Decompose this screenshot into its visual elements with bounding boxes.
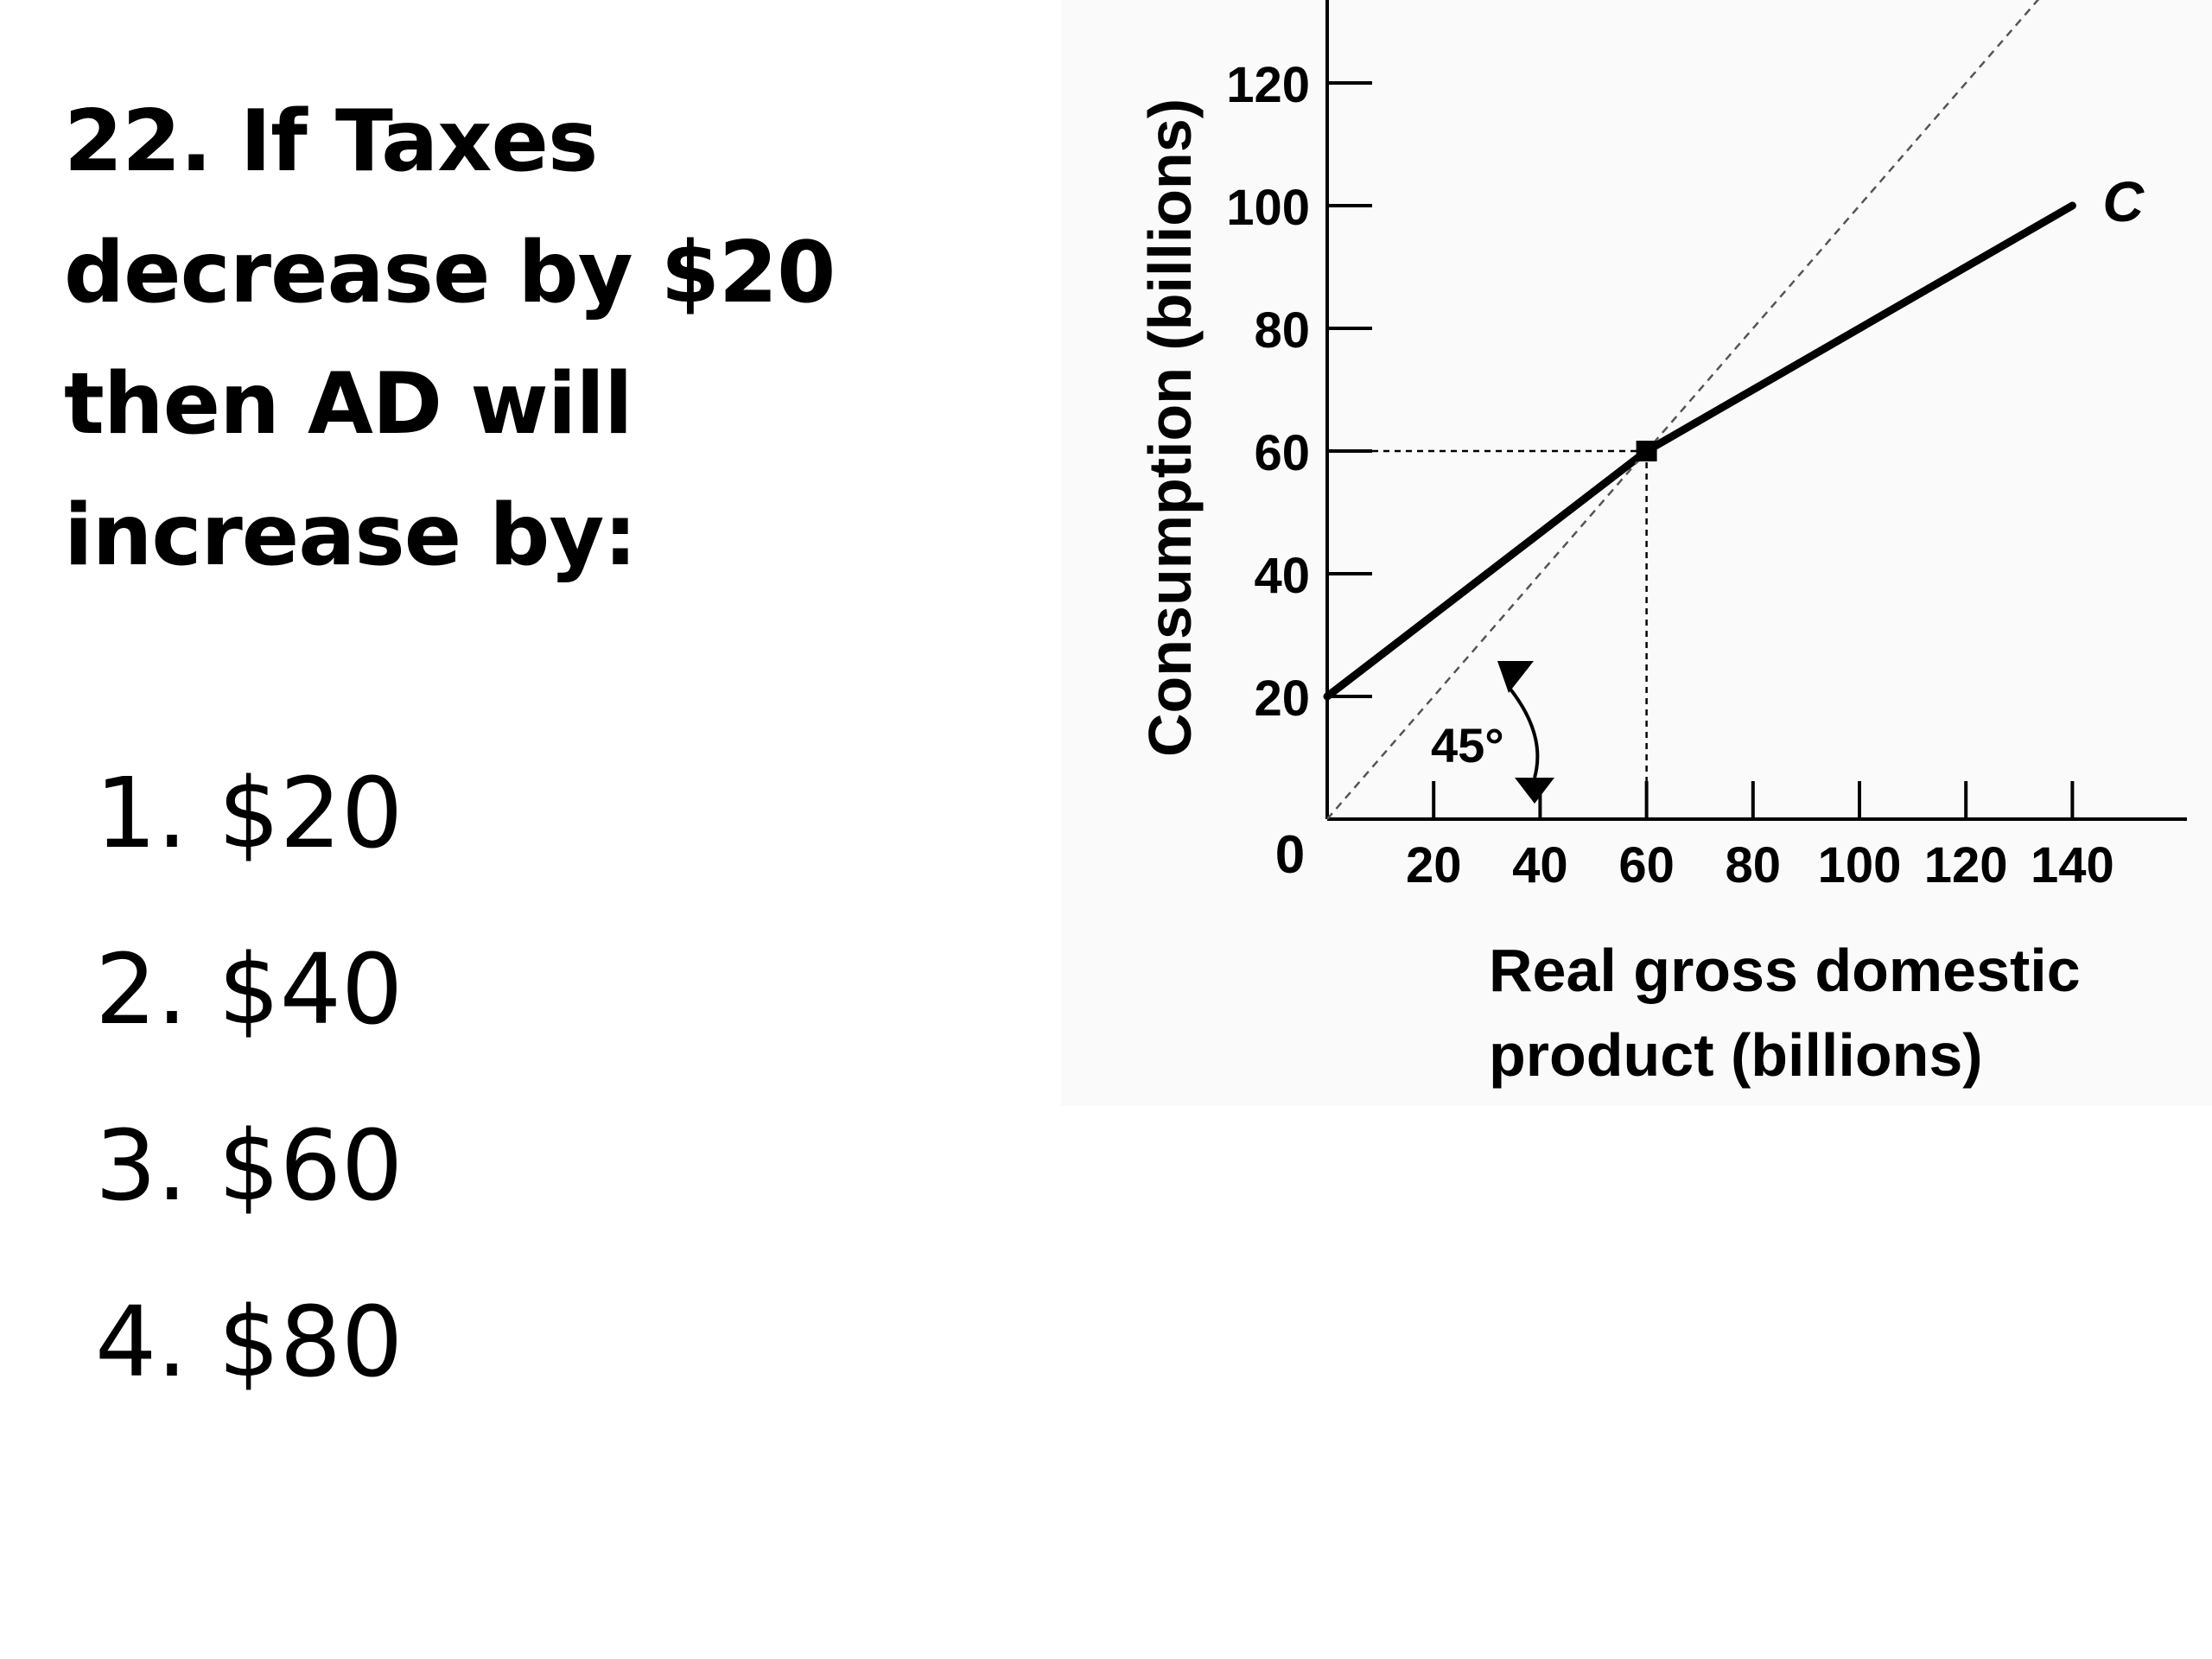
x-axis-label-line-1: Real gross domestic: [1489, 937, 2081, 1004]
question-line: then AD will: [64, 355, 633, 454]
question-text: 22. If Taxes decrease by $20 then AD wil…: [64, 76, 1014, 601]
y-tick-label: 40: [1254, 548, 1310, 604]
option-number: 2.: [95, 934, 188, 1046]
answer-option-2[interactable]: 2. $40: [95, 902, 403, 1078]
answer-options: 1. $20 2. $40 3. $60 4. $80: [95, 726, 403, 1431]
y-tick-label: 60: [1254, 425, 1310, 481]
option-value: $60: [218, 1110, 404, 1223]
y-tick-label: 120: [1226, 57, 1310, 113]
option-value: $20: [218, 758, 404, 870]
angle-arc: [1507, 685, 1540, 779]
y-tick-label: 80: [1254, 302, 1310, 359]
option-number: 4.: [95, 1287, 188, 1399]
y-axis-label: Consumption (billions): [1136, 99, 1204, 757]
y-tick-label: 20: [1254, 671, 1310, 727]
x-axis-label-line-2: product (billions): [1489, 1021, 1983, 1089]
question-line: decrease by $20: [64, 224, 836, 322]
reference-lines: [1327, 449, 1648, 819]
x-tick-label: 140: [2031, 837, 2114, 893]
x-tick-label: 120: [1924, 837, 2008, 893]
x-tick-label: 20: [1406, 837, 1462, 893]
y-tick-label: 100: [1226, 180, 1310, 236]
option-number: 3.: [95, 1110, 188, 1223]
answer-option-3[interactable]: 3. $60: [95, 1078, 403, 1255]
option-number: 1.: [95, 758, 188, 870]
angle-label: 45°: [1431, 718, 1504, 772]
series-label-c: C: [2102, 169, 2145, 233]
x-tick-label: 80: [1726, 837, 1782, 893]
origin-label: 0: [1275, 825, 1305, 885]
angle-arrowhead-top: [1497, 661, 1534, 693]
answer-option-4[interactable]: 4. $80: [95, 1255, 403, 1431]
ticks-layer: 20 40 60 80 100 120 20 40 60 80 100 120 140: [1226, 57, 2114, 893]
question-line: increase by:: [64, 486, 638, 585]
series-line-c: [1323, 201, 2076, 701]
line-45-degree: [1326, 0, 2040, 820]
consumption-chart-panel: C 20 40 60 80 100 120 20 40 60 80 100 120 140 0 Cons…: [1061, 0, 2212, 1106]
option-value: $80: [218, 1287, 404, 1399]
angle-arrowhead-bottom: [1515, 778, 1554, 804]
x-tick-label: 40: [1512, 837, 1568, 893]
x-tick-label: 60: [1618, 837, 1675, 893]
consumption-chart: C 20 40 60 80 100 120 20 40 60 80 100 120 140 0 Cons…: [1136, 0, 2187, 1089]
option-value: $40: [218, 934, 404, 1046]
answer-option-1[interactable]: 1. $20: [95, 726, 403, 902]
intersection-point: [1636, 441, 1657, 461]
question-line: 22. If Taxes: [64, 92, 598, 191]
x-tick-label: 100: [1818, 837, 1902, 893]
series-layer: C: [1323, 0, 2145, 820]
marker-layer: [1636, 441, 1657, 461]
